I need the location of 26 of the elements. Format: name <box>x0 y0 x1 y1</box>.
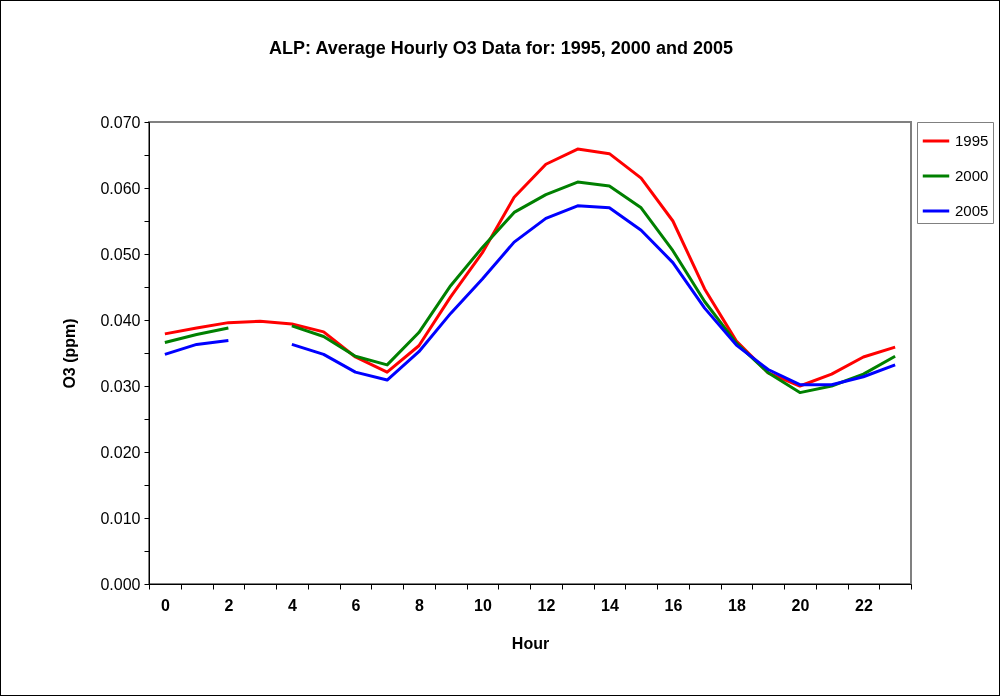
y-tick-label: 0.000 <box>100 575 141 593</box>
x-axis-title: Hour <box>511 634 550 652</box>
x-tick-label: 18 <box>727 596 746 614</box>
x-tick-label: 22 <box>854 596 873 614</box>
y-axis-title: O3 (ppm) <box>61 318 79 389</box>
x-tick-label: 6 <box>351 596 361 614</box>
x-tick-label: 8 <box>414 596 424 614</box>
x-tick-label: 14 <box>600 596 619 614</box>
legend-label: 1995 <box>955 132 989 149</box>
x-tick-label: 4 <box>287 596 297 614</box>
y-tick-label: 0.020 <box>100 443 141 461</box>
legend-label: 2000 <box>955 167 989 184</box>
y-tick-label: 0.040 <box>100 311 141 329</box>
y-tick-label: 0.060 <box>100 179 141 197</box>
y-tick-label: 0.030 <box>100 377 141 395</box>
y-tick-label: 0.010 <box>100 509 141 527</box>
x-tick-label: 12 <box>537 596 556 614</box>
x-tick-label: 2 <box>224 596 234 614</box>
x-tick-label: 0 <box>160 596 170 614</box>
x-tick-label: 10 <box>473 596 492 614</box>
x-tick-label: 16 <box>664 596 683 614</box>
legend-label: 2005 <box>955 202 989 219</box>
y-tick-label: 0.050 <box>100 245 141 263</box>
x-tick-label: 20 <box>791 596 810 614</box>
chart-title: ALP: Average Hourly O3 Data for: 1995, 2000 and 2005 <box>269 38 733 58</box>
y-tick-label: 0.070 <box>100 113 141 131</box>
